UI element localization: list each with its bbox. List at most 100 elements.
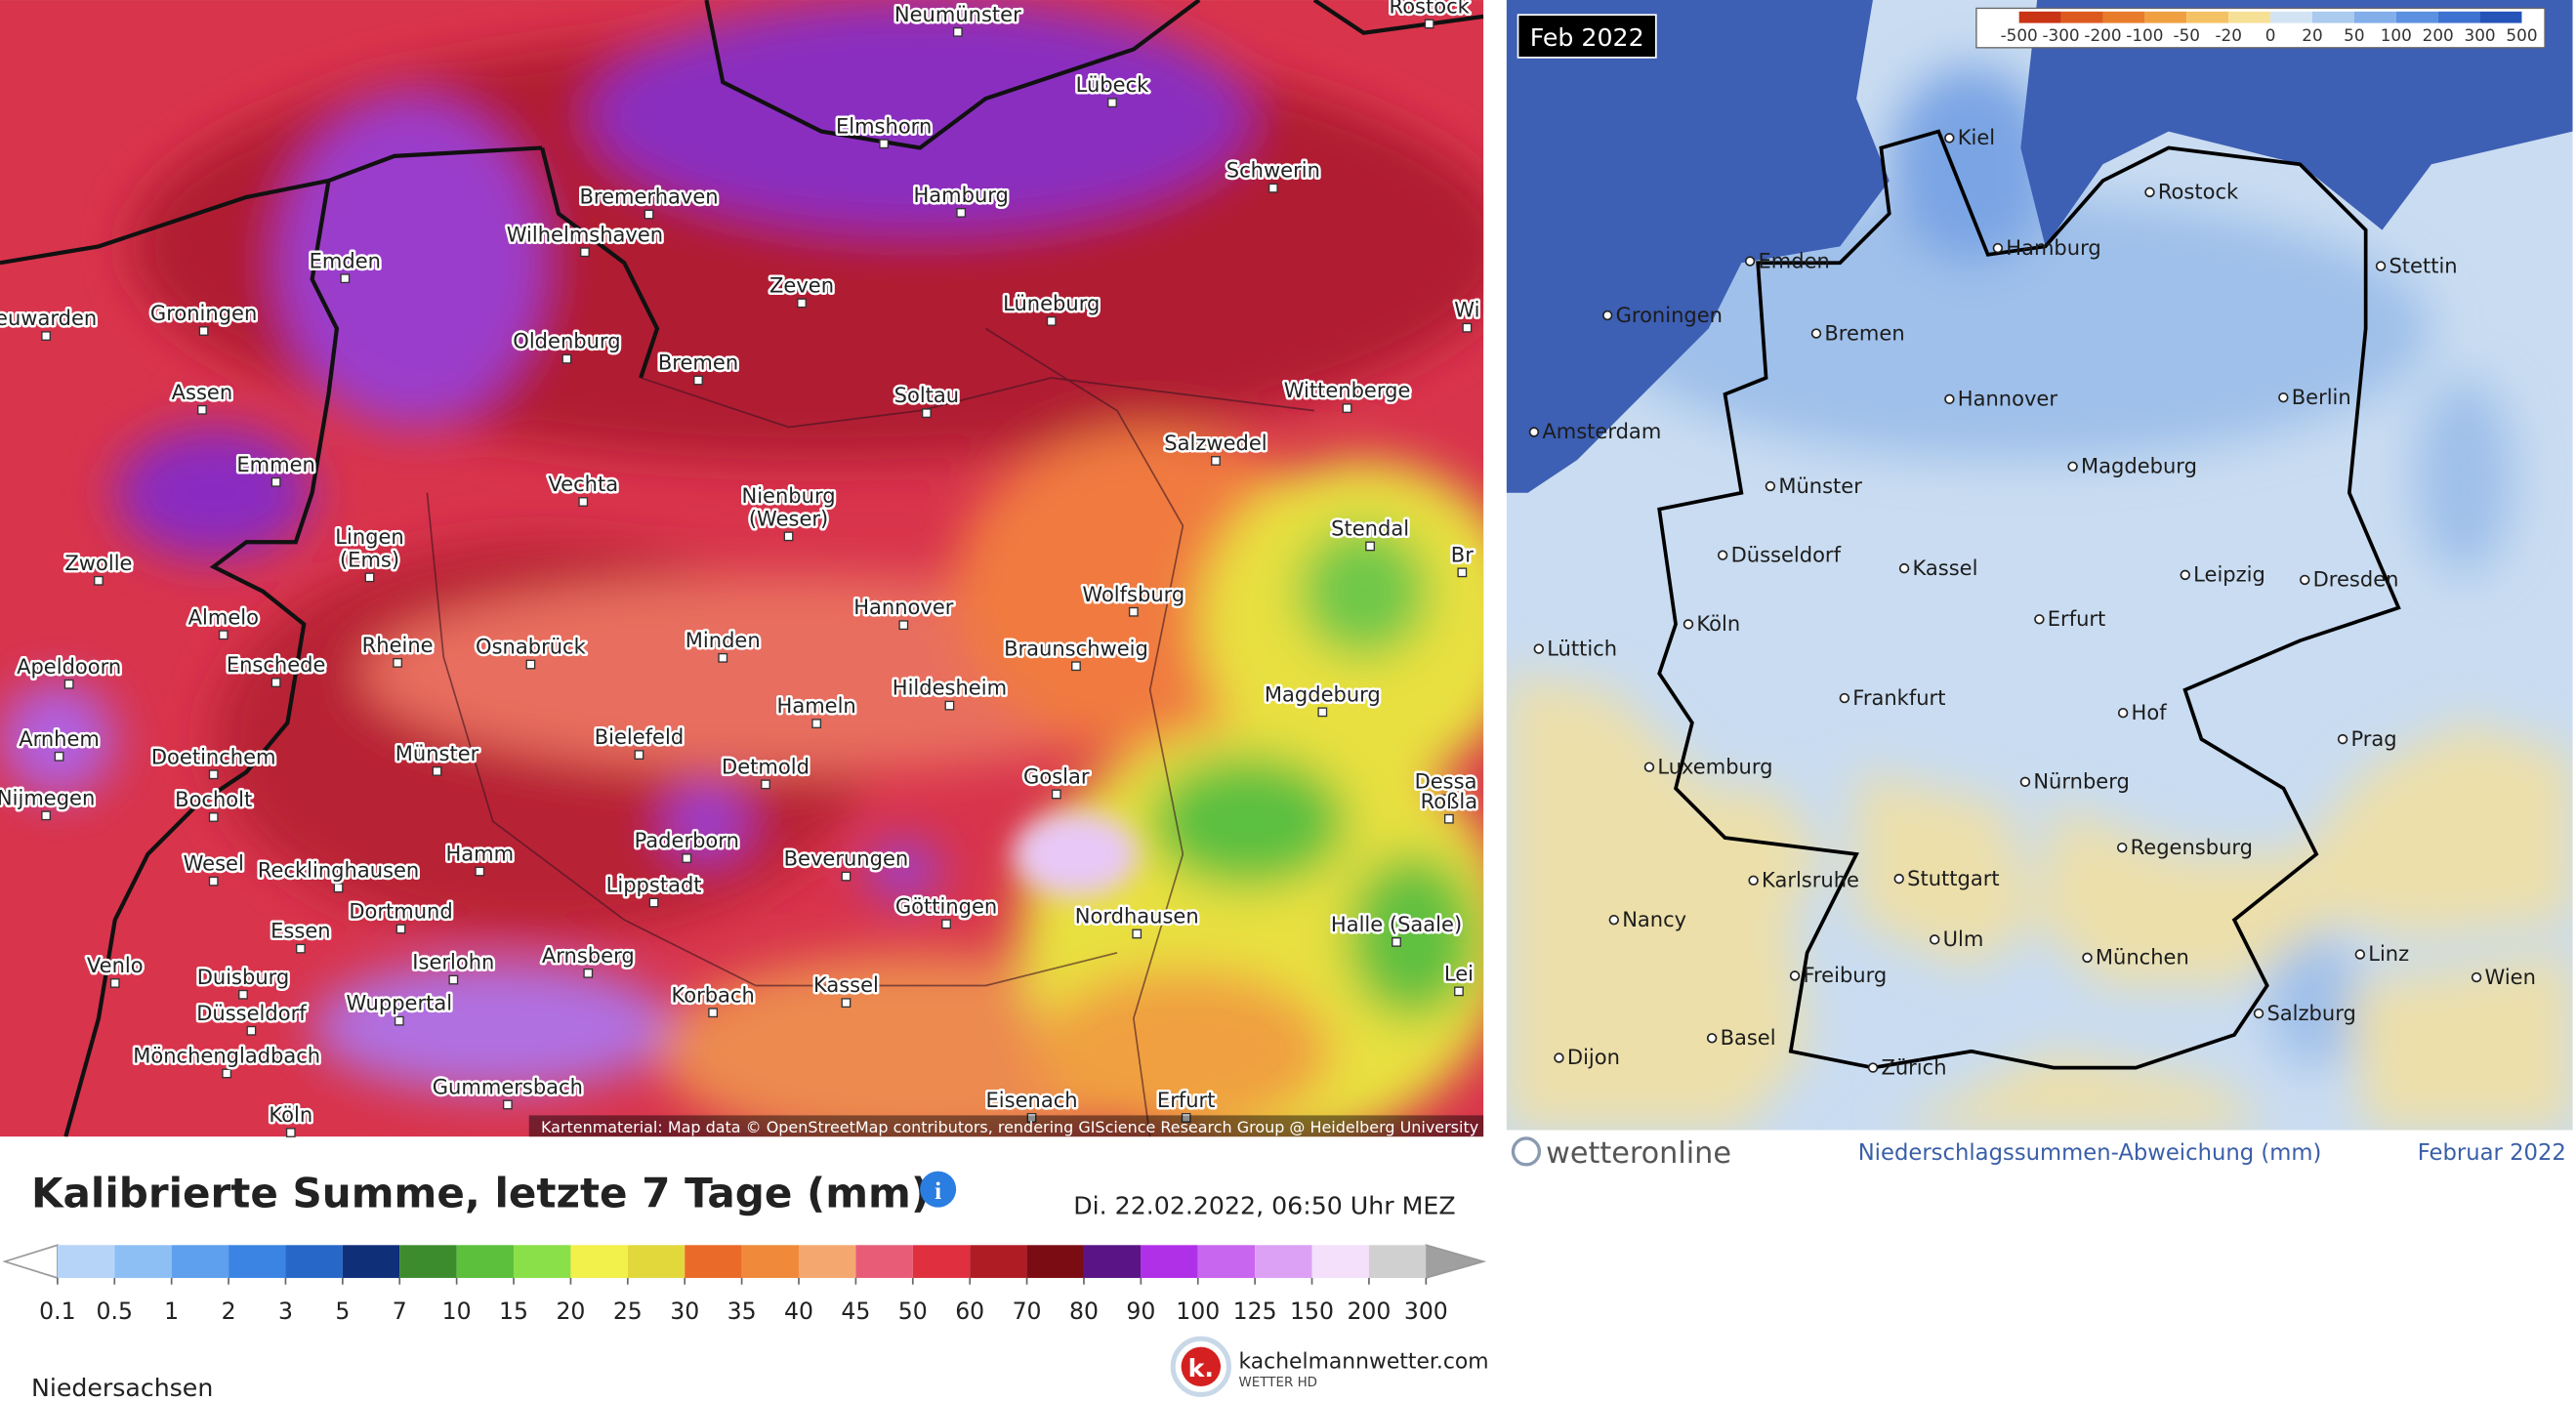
city-label: Dijon [1567,1045,1620,1069]
city-marker [448,974,459,985]
city-label: Schwerin [1226,158,1320,183]
legend-label: 50 [2344,25,2364,45]
city-label: Bremen [658,350,738,375]
city-label: Groningen [150,301,257,325]
city-label: Salzburg [2266,1001,2355,1025]
legend-label: 125 [1233,1298,1277,1325]
city-label: Düsseldorf [196,1001,307,1025]
city-label: Eisenach [986,1088,1078,1112]
city-marker [63,679,74,689]
legend-swatch [2018,11,2061,23]
city-label: Neumünster [894,2,1021,26]
city-marker [841,998,852,1009]
legend-swatch [970,1245,1027,1278]
city-label: Paderborn [635,828,739,852]
city-marker [841,871,852,882]
city-marker [956,208,967,218]
city-label: Groningen [1616,303,1723,327]
city-label: Regensburg [2131,835,2253,859]
legend-label: 2 [222,1298,236,1325]
city-marker [1181,1113,1191,1123]
city-label: Roßla [1421,789,1477,813]
city-marker [583,968,594,978]
city-marker [1898,562,1910,574]
city-marker [921,408,932,419]
city-marker [2337,733,2348,745]
city-marker [1744,256,1756,267]
city-marker [1365,541,1375,552]
city-marker [208,769,219,780]
legend-swatch [1083,1245,1142,1278]
wo-brand: wetteronline [1546,1136,1731,1171]
city-label: Almelo [188,604,259,629]
legend-label: 50 [898,1298,928,1325]
city-label: Köln [269,1102,312,1127]
city-label: Hamm [445,842,514,866]
city-label: Kassel [813,972,879,997]
city-label: Emden [1759,248,1830,272]
city-label: Hannover [1958,387,2058,411]
city-label: Lübeck [1076,72,1149,97]
city-marker [1893,873,1904,885]
city-label: Lüneburg [1003,291,1100,315]
city-label: Amsterdam [1542,419,1661,443]
city-label: Dortmund [349,898,452,923]
city-marker [682,853,692,863]
city-label: Karlsruhe [1762,868,1859,892]
city-label: Bielefeld [595,724,684,749]
city-label: Gummersbach [433,1075,583,1099]
legend-label: -20 [2215,25,2241,45]
city-label: Br [1451,542,1474,566]
legend-swatch [855,1245,913,1278]
city-marker [208,876,219,887]
city-marker [1211,456,1221,466]
city-marker [1717,550,1728,560]
wo-logo [1511,1136,1542,1167]
city-marker [2067,461,2078,473]
city-label: Soltau [894,383,959,407]
city-label: Wien [2485,965,2536,989]
city-marker [879,139,890,149]
city-marker [222,1068,232,1079]
city-marker [1317,707,1328,718]
logo-core [1181,1346,1222,1386]
city-label: Rheine [362,633,434,657]
city-marker [295,943,306,954]
city-label: Lüttich [1547,636,1617,660]
city-marker [109,978,120,988]
city-marker [648,897,659,908]
city-label: Bremerhaven [580,185,719,209]
legend-swatch [912,1245,971,1278]
info-button[interactable] [920,1171,957,1208]
city-marker [1443,813,1454,824]
city-marker [2278,392,2289,403]
city-label: Köln [1696,611,1740,636]
city-marker [811,719,822,729]
city-label: Minden [686,628,761,652]
legend-label: 200 [1347,1298,1391,1325]
legend-swatch [114,1245,172,1278]
legend-swatch [2186,11,2229,23]
city-label: Assen [172,380,233,404]
city-marker [1601,309,1613,321]
city-label: Detmold [722,754,810,778]
attribution-bg [528,1115,1484,1137]
legend-swatch [2060,11,2103,23]
legend-label: 70 [1013,1298,1042,1325]
city-marker [2471,971,2482,983]
city-marker [797,298,807,309]
city-label: Münster [1778,474,1862,498]
city-marker [1554,1052,1564,1063]
legend-label: 20 [2302,25,2322,45]
city-marker [1839,692,1850,704]
city-label: Kassel [1912,556,1977,580]
city-marker [333,883,344,893]
legend-swatch [342,1245,400,1278]
city-marker [1533,643,1545,654]
city-label: Erfurt [1157,1088,1216,1112]
city-label: Düsseldorf [1731,542,1842,566]
city-marker [1267,183,1278,193]
city-marker [952,26,963,37]
city-marker [394,1015,404,1026]
